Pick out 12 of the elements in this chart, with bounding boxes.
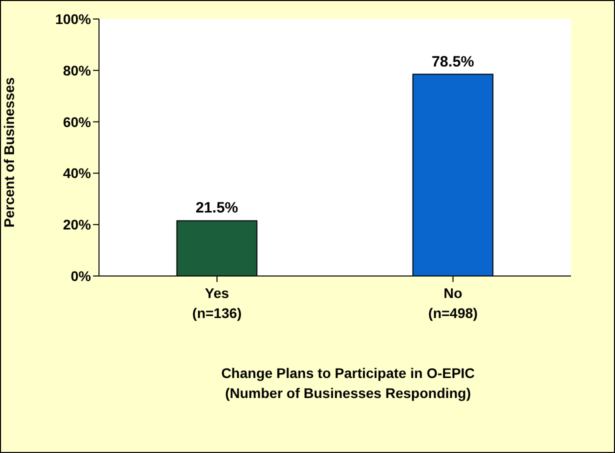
x-tick-label: Yes (n=136) [192, 285, 242, 321]
y-tick-label: 40% [62, 165, 92, 182]
y-tick-label: 0% [70, 268, 92, 284]
x-axis-title: Change Plans to Participate in O-EPIC (Number of Businesses Responding) [220, 364, 476, 403]
y-tick-label: 20% [62, 216, 92, 233]
y-tick-label: 100% [55, 10, 92, 27]
y-axis-title: Percent of Businesses [0, 77, 17, 228]
data-label: 78.5% [432, 53, 474, 70]
data-label: 21.5% [196, 200, 238, 217]
x-tick-label: No (n=498) [428, 285, 478, 321]
y-tick-label: 60% [62, 114, 92, 130]
y-tick-label: 80% [62, 62, 92, 78]
